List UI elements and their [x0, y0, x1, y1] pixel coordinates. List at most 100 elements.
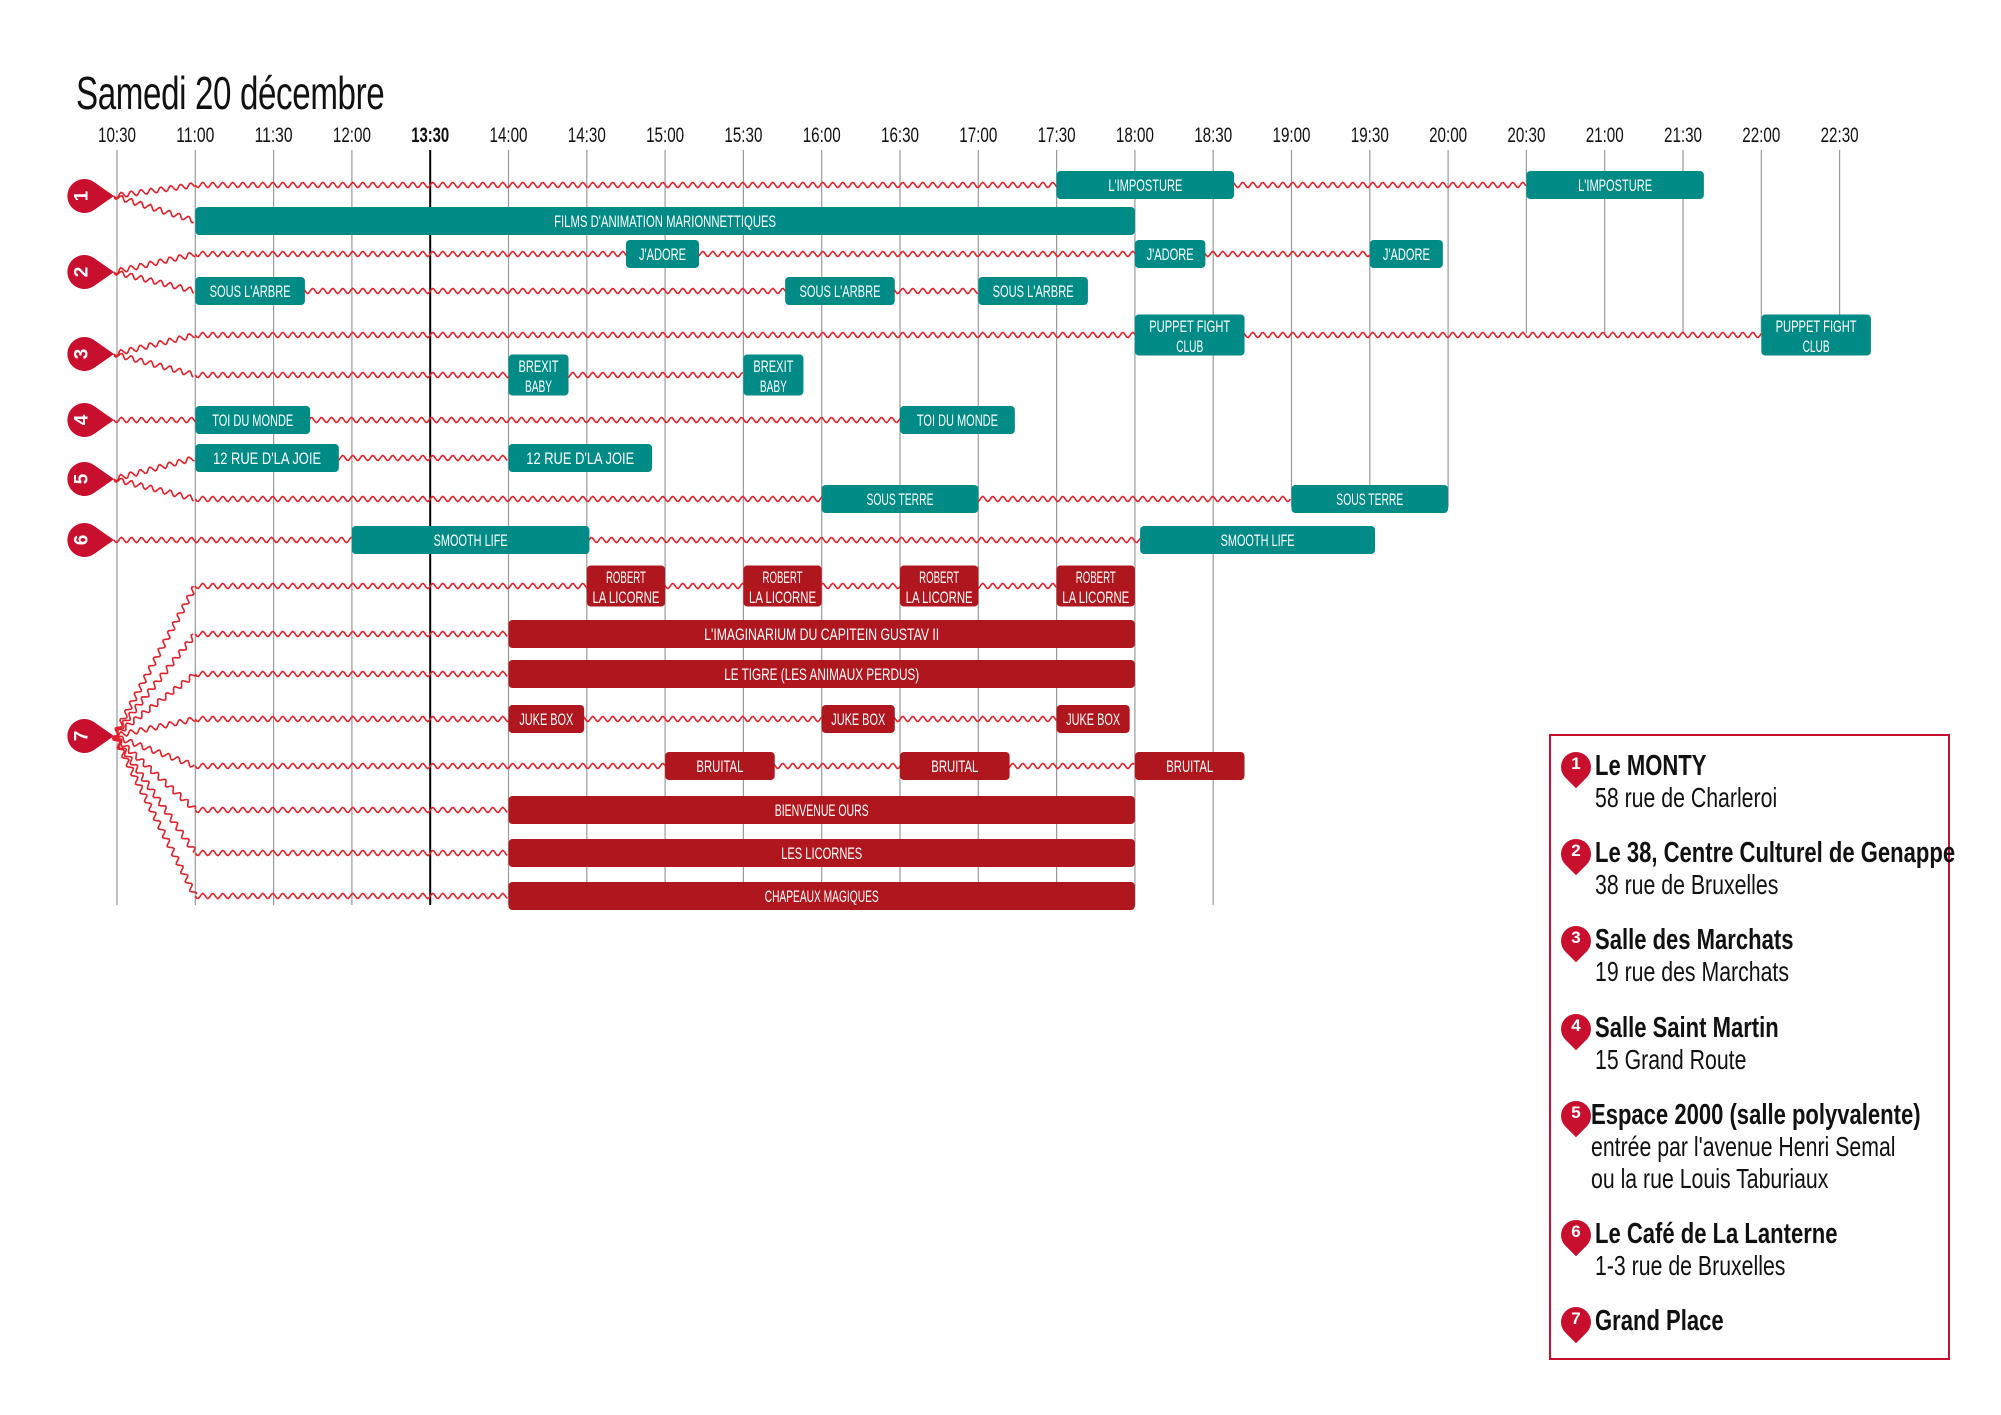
event-block[interactable]: SOUS L'ARBRE [195, 277, 305, 305]
event-label: TOI DU MONDE [212, 411, 293, 430]
venue-marker: 7 [67, 719, 114, 753]
event-block[interactable]: BRUITAL [1134, 752, 1245, 780]
event-block[interactable]: JUKE BOX [1056, 705, 1130, 733]
event-block[interactable]: LES LICORNES [508, 839, 1135, 867]
wavy-connector [113, 477, 195, 502]
event-label: SOUS TERRE [867, 490, 934, 509]
event-bar[interactable] [978, 277, 1088, 305]
event-label: PUPPET FIGHT [1149, 317, 1230, 336]
event-block[interactable]: JUKE BOX [821, 705, 895, 733]
event-bar[interactable] [625, 240, 700, 268]
venue-name: Le Café de La Lanterne [1595, 1218, 1838, 1250]
event-bar[interactable] [1134, 314, 1245, 356]
event-bar[interactable] [900, 752, 1010, 780]
event-bar[interactable] [508, 839, 1135, 867]
event-bar[interactable] [743, 565, 822, 607]
event-bar[interactable] [195, 277, 305, 305]
event-bar[interactable] [821, 485, 979, 513]
event-bar[interactable] [508, 705, 585, 733]
event-label: BREXIT [519, 357, 559, 376]
venue-name: Grand Place [1595, 1305, 1724, 1337]
wavy-connector [194, 670, 508, 678]
event-block[interactable]: SOUS L'ARBRE [785, 277, 895, 305]
event-bar[interactable] [665, 752, 775, 780]
event-block[interactable]: TOI DU MONDE [900, 406, 1015, 434]
event-block[interactable]: L'IMPOSTURE [1056, 171, 1235, 199]
event-block[interactable]: BIENVENUE OURS [508, 796, 1135, 824]
event-block[interactable]: SOUS TERRE [1291, 485, 1449, 513]
event-bar[interactable] [1056, 171, 1235, 199]
event-bar[interactable] [195, 207, 1135, 235]
event-bar[interactable] [1526, 171, 1704, 199]
event-label: FILMS D'ANIMATION MARIONNETTIQUES [554, 212, 776, 231]
event-bar[interactable] [1291, 485, 1449, 513]
event-bar[interactable] [743, 354, 804, 396]
event-block[interactable]: FILMS D'ANIMATION MARIONNETTIQUES [195, 207, 1135, 235]
event-bar[interactable] [508, 796, 1135, 824]
event-block[interactable]: BRUITAL [665, 752, 775, 780]
event-label: LA LICORNE [749, 588, 816, 607]
event-bar[interactable] [1134, 752, 1245, 780]
time-tick-label: 18:30 [1194, 124, 1232, 147]
event-block[interactable]: J'ADORE [1134, 240, 1206, 268]
event-label: SMOOTH LIFE [1221, 531, 1295, 550]
event-bar[interactable] [508, 354, 569, 396]
event-bar[interactable] [1134, 240, 1206, 268]
event-bar[interactable] [586, 565, 666, 607]
venue-marker: 3 [67, 337, 114, 371]
time-tick-label: 16:00 [803, 124, 841, 147]
grid-lines: 10:30 11:00 11:30 12:00 13:30 14:00 14:30 15:00… [98, 124, 1859, 905]
event-bar[interactable] [508, 444, 653, 472]
event-block[interactable]: 12 RUE D'LA JOIE [508, 444, 653, 472]
event-bar[interactable] [195, 406, 311, 434]
event-bar[interactable] [1056, 705, 1130, 733]
wavy-connector [112, 735, 196, 854]
event-block[interactable]: BRUITAL [900, 752, 1010, 780]
event-bar[interactable] [900, 565, 979, 607]
event-bar[interactable] [508, 882, 1135, 910]
event-block[interactable]: JUKE BOX [508, 705, 585, 733]
map-pin-icon [67, 255, 114, 289]
venue-address: 15 Grand Route [1595, 1044, 1747, 1075]
event-bar[interactable] [1056, 565, 1135, 607]
event-block[interactable]: SMOOTH LIFE [1140, 526, 1376, 554]
event-bar[interactable] [508, 660, 1135, 688]
event-label: BREXIT [753, 357, 793, 376]
event-block[interactable]: L'IMPOSTURE [1526, 171, 1704, 199]
event-block[interactable]: SMOOTH LIFE [351, 526, 590, 554]
event-block[interactable]: SOUS TERRE [821, 485, 979, 513]
event-bar[interactable] [1761, 314, 1871, 356]
event-block[interactable]: SOUS L'ARBRE [978, 277, 1088, 305]
event-bar[interactable] [351, 526, 590, 554]
event-bar[interactable] [785, 277, 895, 305]
event-block[interactable]: CHAPEAUX MAGIQUES [508, 882, 1135, 910]
event-bar[interactable] [508, 620, 1135, 648]
event-block[interactable]: LE TIGRE (LES ANIMAUX PERDUS) [508, 660, 1135, 688]
map-pin-icon [67, 337, 114, 371]
event-block[interactable]: J'ADORE [625, 240, 700, 268]
event-block[interactable]: TOI DU MONDE [195, 406, 311, 434]
venue-number: 3 [72, 349, 93, 360]
event-block[interactable]: L'IMAGINARIUM DU CAPITEIN GUSTAV II [508, 620, 1135, 648]
event-bar[interactable] [1369, 240, 1443, 268]
event-label: LA LICORNE [906, 588, 973, 607]
event-bar[interactable] [1140, 526, 1376, 554]
event-label: SOUS L'ARBRE [993, 282, 1074, 301]
event-bar[interactable] [900, 406, 1015, 434]
wavy-connector [113, 585, 195, 737]
event-block[interactable]: 12 RUE D'LA JOIE [195, 444, 339, 472]
event-label: J'ADORE [639, 245, 686, 264]
event-block[interactable]: J'ADORE [1369, 240, 1443, 268]
time-tick-label: 21:00 [1586, 124, 1624, 147]
event-bar[interactable] [195, 444, 339, 472]
event-bar[interactable] [821, 705, 895, 733]
time-tick-label: 20:30 [1507, 124, 1545, 147]
